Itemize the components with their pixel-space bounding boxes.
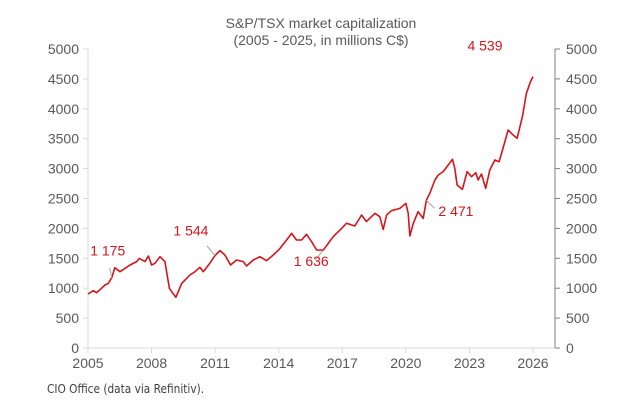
right-y-tick-label: 500 — [566, 310, 590, 326]
left-y-tick-label: 1500 — [48, 250, 79, 266]
x-tick-label: 2020 — [390, 355, 421, 371]
right-y-tick-label: 3500 — [566, 131, 597, 147]
right-y-tick-label: 5000 — [566, 41, 597, 57]
left-y-tick-label: 4500 — [48, 71, 79, 87]
x-tick-label: 2014 — [263, 355, 294, 371]
x-tick-label: 2023 — [454, 355, 485, 371]
right-y-tick-label: 0 — [566, 340, 574, 356]
left-y-tick-label: 0 — [71, 340, 79, 356]
right-y-tick-label: 4500 — [566, 71, 597, 87]
left-y-tick-label: 3000 — [48, 161, 79, 177]
annotation-leader-line — [206, 245, 216, 256]
right-y-tick-label: 1500 — [566, 250, 597, 266]
right-y-tick-label: 2500 — [566, 191, 597, 207]
source-footnote: CIO Office (data via Refinitiv). — [47, 382, 205, 396]
right-y-tick-label: 2000 — [566, 220, 597, 236]
right-y-tick-label: 1000 — [566, 280, 597, 296]
left-y-tick-label: 500 — [56, 310, 80, 326]
x-tick-label: 2011 — [200, 355, 230, 371]
annotation-leader-line — [426, 199, 435, 209]
chart-subtitle: (2005 - 2025, in millions C$) — [233, 32, 408, 48]
right-y-tick-label: 4000 — [566, 101, 597, 117]
x-tick-label: 2005 — [72, 355, 103, 371]
left-y-tick-label: 2500 — [48, 191, 79, 207]
left-y-tick-label: 5000 — [48, 41, 79, 57]
x-tick-label: 2008 — [136, 355, 167, 371]
left-y-tick-label: 4000 — [48, 101, 79, 117]
chart-title: S&P/TSX market capitalization — [226, 15, 417, 31]
x-tick-label: 2017 — [327, 355, 358, 371]
left-y-tick-label: 3500 — [48, 131, 79, 147]
annotation-label: 1 544 — [173, 223, 208, 239]
left-y-tick-label: 1000 — [48, 280, 79, 296]
annotation-label: 1 636 — [294, 253, 329, 269]
left-y-tick-label: 2000 — [48, 220, 79, 236]
x-tick-label: 2026 — [517, 355, 548, 371]
annotation-label: 2 471 — [438, 203, 473, 219]
annotation-label: 4 539 — [467, 38, 502, 54]
annotation-label: 1 175 — [90, 243, 125, 259]
right-y-tick-label: 3000 — [566, 161, 597, 177]
annotation-leader-line — [109, 267, 113, 278]
annotation-leader-line — [314, 249, 324, 261]
